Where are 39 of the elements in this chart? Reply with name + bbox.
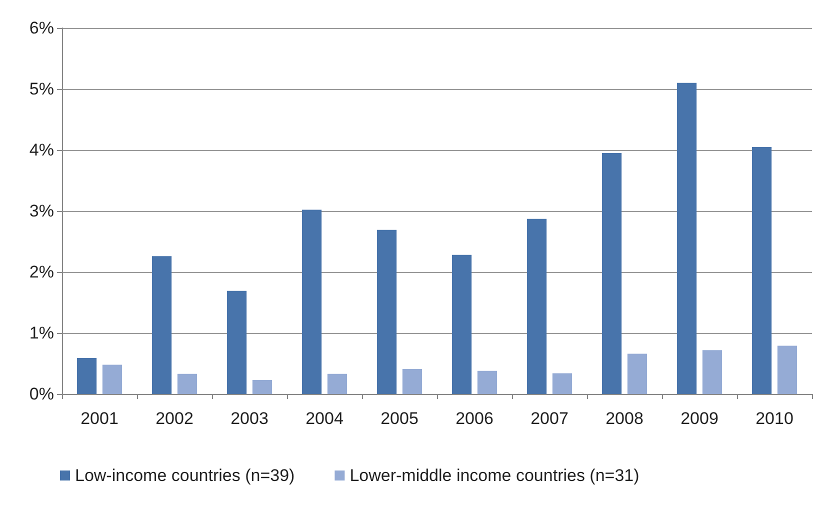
bar xyxy=(777,346,797,394)
bar xyxy=(627,354,647,394)
bar xyxy=(402,368,422,394)
bar xyxy=(102,364,122,394)
bar xyxy=(752,146,772,394)
y-tick-label: 3% xyxy=(29,202,54,220)
y-tick-label: 1% xyxy=(29,324,54,342)
x-tick-label: 2002 xyxy=(156,409,194,428)
bar xyxy=(227,290,247,394)
bar xyxy=(77,358,97,394)
x-tick-label: 2006 xyxy=(456,409,494,428)
bar xyxy=(327,374,347,394)
x-tick-label: 2007 xyxy=(530,409,568,428)
bar xyxy=(152,256,172,394)
y-tick-label: 4% xyxy=(29,140,54,160)
bar xyxy=(602,153,622,394)
bar xyxy=(252,380,272,394)
bar xyxy=(477,370,497,394)
bar xyxy=(452,254,472,394)
x-tick-label: 2003 xyxy=(230,409,268,428)
y-tick-label: 6% xyxy=(29,18,54,38)
bar xyxy=(702,350,722,394)
y-tick-label: 2% xyxy=(29,262,54,282)
y-tick-label: 5% xyxy=(29,80,54,98)
x-tick-label: 2004 xyxy=(306,409,344,428)
bar xyxy=(177,374,197,394)
x-tick-label: 2001 xyxy=(80,409,118,428)
bar xyxy=(552,373,572,394)
x-tick-label: 2008 xyxy=(606,409,644,428)
x-tick-label: 2009 xyxy=(680,409,718,428)
legend-label: Low-income countries (n=39) xyxy=(75,466,295,485)
y-tick-label: 0% xyxy=(29,384,54,404)
bar xyxy=(527,218,547,394)
legend-label: Lower-middle income countries (n=31) xyxy=(350,466,640,485)
bar xyxy=(677,82,697,394)
bar xyxy=(377,230,397,394)
bar xyxy=(302,210,322,394)
x-tick-label: 2010 xyxy=(756,409,794,428)
x-tick-label: 2005 xyxy=(380,409,418,428)
